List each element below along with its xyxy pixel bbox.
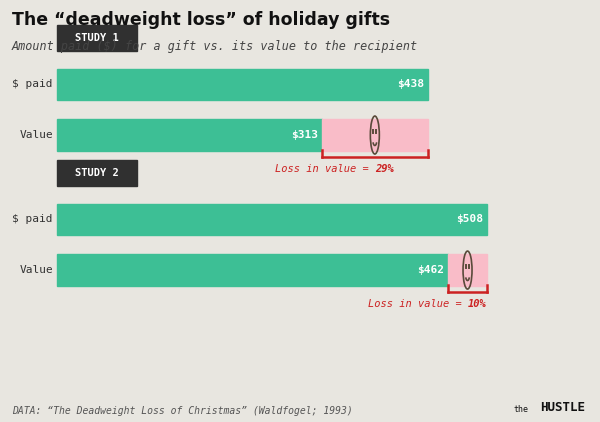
- Bar: [322, 119, 428, 151]
- Bar: [57, 203, 487, 235]
- Text: Value: Value: [19, 130, 53, 140]
- Text: the: the: [513, 406, 528, 414]
- Text: The “deadweight loss” of holiday gifts: The “deadweight loss” of holiday gifts: [12, 11, 390, 29]
- Text: Loss in value =: Loss in value =: [275, 164, 375, 173]
- Text: DATA: “The Deadweight Loss of Christmas” (Waldfogel; 1993): DATA: “The Deadweight Loss of Christmas”…: [12, 406, 353, 416]
- Text: Value: Value: [19, 265, 53, 275]
- Bar: [57, 69, 428, 100]
- Bar: [448, 254, 487, 286]
- Bar: [57, 160, 137, 186]
- Text: Loss in value =: Loss in value =: [368, 299, 467, 308]
- Text: STUDY 1: STUDY 1: [75, 33, 119, 43]
- Text: $313: $313: [291, 130, 318, 140]
- Text: STUDY 2: STUDY 2: [75, 168, 119, 178]
- Bar: [57, 119, 322, 151]
- Text: Amount paid ($) for a gift vs. its value to the recipient: Amount paid ($) for a gift vs. its value…: [12, 40, 418, 53]
- Text: 29%: 29%: [375, 164, 394, 173]
- Text: $462: $462: [417, 265, 444, 275]
- Text: $508: $508: [456, 214, 483, 225]
- Text: $ paid: $ paid: [13, 214, 53, 225]
- Text: $438: $438: [397, 79, 424, 89]
- Bar: [57, 254, 448, 286]
- Text: HUSTLE: HUSTLE: [540, 401, 585, 414]
- Text: $ paid: $ paid: [13, 79, 53, 89]
- Bar: [57, 25, 137, 51]
- Text: 10%: 10%: [467, 299, 486, 308]
